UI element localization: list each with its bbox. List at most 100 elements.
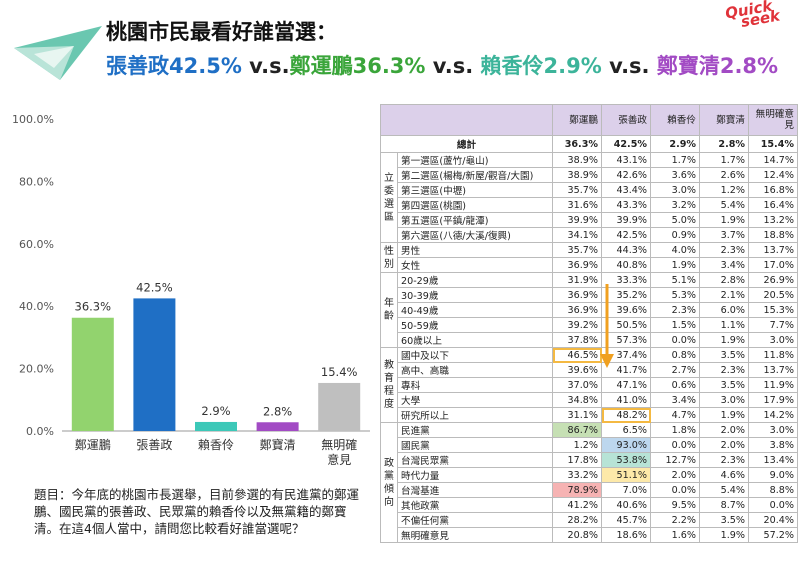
table-cell: 11.8% xyxy=(748,347,798,363)
row-label: 第三選區(中壢) xyxy=(397,182,553,198)
table-row: 無明確意見 20.8% 18.6% 1.6% 1.9% 57.2% xyxy=(381,527,798,543)
table-row: 專科 37.0% 47.1% 0.6% 3.5% 11.9% xyxy=(381,377,798,393)
table-row: 不偏任何黨 28.2% 45.7% 2.2% 3.5% 20.4% xyxy=(381,512,798,528)
row-label: 女性 xyxy=(397,257,553,273)
table-cell: 42.6% xyxy=(601,167,651,183)
table-cell: 3.6% xyxy=(650,167,700,183)
table-cell: 93.0% xyxy=(601,437,651,453)
table-cell: 2.3% xyxy=(699,362,749,378)
table-cell: 1.1% xyxy=(699,317,749,333)
table-cell: 18.6% xyxy=(601,527,651,543)
table-cell: 13.7% xyxy=(748,242,798,258)
table-cell: 4.7% xyxy=(650,407,700,423)
group-label: 立委選區 xyxy=(380,152,398,243)
bar xyxy=(71,317,114,431)
table-cell: 15.4% xyxy=(748,135,798,153)
table-cell: 1.7% xyxy=(650,152,700,168)
table-cell: 42.5% xyxy=(601,227,651,243)
subtitle-part: 鄭寶清2.8% xyxy=(656,54,779,78)
row-label: 總計 xyxy=(380,135,553,153)
y-tick-label: 20.0% xyxy=(19,363,54,376)
table-row: 40-49歲 36.9% 39.6% 2.3% 6.0% 15.3% xyxy=(381,302,798,318)
table-row: 60歲以上 37.8% 57.3% 0.0% 1.9% 3.0% xyxy=(381,332,798,348)
table-cell: 57.2% xyxy=(748,527,798,543)
group-label: 年齡 xyxy=(380,272,398,348)
table-row: 教育程度 國中及以下 46.5% 37.4% 0.8% 3.5% 11.8% xyxy=(380,347,798,423)
table-cell: 37.8% xyxy=(552,332,602,348)
row-label: 第一選區(蘆竹/龜山) xyxy=(397,152,553,168)
x-category-label: 無明確 xyxy=(321,437,357,452)
row-label: 第四選區(桃園) xyxy=(397,197,553,213)
table-cell: 13.7% xyxy=(748,362,798,378)
y-tick-label: 60.0% xyxy=(19,238,54,251)
page-title: 桃園市民最看好誰當選： xyxy=(106,20,337,44)
x-category-label: 賴香伶 xyxy=(198,437,234,452)
table-cell: 28.2% xyxy=(552,512,602,528)
table-row: 大學 34.8% 41.0% 3.4% 3.0% 17.9% xyxy=(381,392,798,408)
subtitle-part: v.s. xyxy=(425,54,481,78)
column-header: 張善政 xyxy=(601,104,651,136)
table-cell: 53.8% xyxy=(601,452,651,468)
table-cell: 36.9% xyxy=(552,257,602,273)
table-cell: 0.6% xyxy=(650,377,700,393)
table-row: 國民黨 1.2% 93.0% 0.0% 2.0% 3.8% xyxy=(381,437,798,453)
bar xyxy=(133,298,176,431)
table-cell: 40.6% xyxy=(601,497,651,513)
table-cell: 38.9% xyxy=(552,152,602,168)
question-text: 題目：今年底的桃園市長選舉，目前參選的有民進黨的鄭運鵬、國民黨的張善政、民眾黨的… xyxy=(34,487,360,536)
table-cell: 2.3% xyxy=(699,242,749,258)
table-cell: 43.3% xyxy=(601,197,651,213)
table-cell: 39.6% xyxy=(552,362,602,378)
table-cell: 15.3% xyxy=(748,302,798,318)
table-cell: 17.9% xyxy=(748,392,798,408)
table-row: 立委選區 第一選區(蘆竹/龜山) 38.9% 43.1% 1.7% 1.7% 14.7% xyxy=(380,152,798,243)
table-cell: 1.2% xyxy=(552,437,602,453)
table-cell: 2.2% xyxy=(650,512,700,528)
table-cell: 6.0% xyxy=(699,302,749,318)
table-cell: 5.4% xyxy=(699,197,749,213)
table-cell: 37.0% xyxy=(552,377,602,393)
table-cell: 42.5% xyxy=(601,135,651,153)
table-cell: 20.8% xyxy=(552,527,602,543)
table-cell: 13.4% xyxy=(748,452,798,468)
table-cell: 1.6% xyxy=(650,527,700,543)
table-row: 台灣基進 78.9% 7.0% 0.0% 5.4% 8.8% xyxy=(381,482,798,498)
table-cell: 48.2% xyxy=(601,407,651,423)
table-row: 時代力量 33.2% 51.1% 2.0% 4.6% 9.0% xyxy=(381,467,798,483)
row-label: 第六選區(八德/大溪/復興) xyxy=(397,227,553,243)
row-label: 專科 xyxy=(397,377,553,393)
table-cell: 9.5% xyxy=(650,497,700,513)
column-header: 賴香伶 xyxy=(650,104,700,136)
table-header-row: 鄭運鵬 張善政 賴香伶 鄭寶清 無明確意見 xyxy=(380,104,798,136)
row-label: 30-39歲 xyxy=(397,287,553,303)
row-label: 時代力量 xyxy=(397,467,553,483)
table-cell: 9.0% xyxy=(748,467,798,483)
table-header-blank xyxy=(380,104,553,136)
table-cell: 12.4% xyxy=(748,167,798,183)
brand-logo: Quick seek xyxy=(723,0,782,31)
row-label: 國中及以下 xyxy=(397,347,553,363)
table-cell: 3.2% xyxy=(650,197,700,213)
table-cell: 0.8% xyxy=(650,347,700,363)
table-cell: 2.0% xyxy=(699,437,749,453)
group-label: 教育程度 xyxy=(380,347,398,423)
table-cell: 34.1% xyxy=(552,227,602,243)
row-label: 民進黨 xyxy=(397,422,553,438)
table-cell: 78.9% xyxy=(552,482,602,498)
table-cell: 3.4% xyxy=(699,257,749,273)
table-cell: 2.0% xyxy=(699,422,749,438)
table-cell: 7.7% xyxy=(748,317,798,333)
table-cell: 3.0% xyxy=(748,332,798,348)
x-category-label: 張善政 xyxy=(136,437,172,452)
table-row: 第二選區(楊梅/新屋/觀音/大園) 38.9% 42.6% 3.6% 2.6% 12.4% xyxy=(381,167,798,183)
table-cell: 16.4% xyxy=(748,197,798,213)
row-label: 20-29歲 xyxy=(397,272,553,288)
bar xyxy=(318,382,361,431)
table-cell: 20.5% xyxy=(748,287,798,303)
table-cell: 2.7% xyxy=(650,362,700,378)
down-arrow-icon xyxy=(600,284,614,368)
table-cell: 1.2% xyxy=(699,182,749,198)
table-cell: 5.3% xyxy=(650,287,700,303)
table-cell: 2.8% xyxy=(699,272,749,288)
table-row: 第五選區(平鎮/龍潭) 39.9% 39.9% 5.0% 1.9% 13.2% xyxy=(381,212,798,228)
